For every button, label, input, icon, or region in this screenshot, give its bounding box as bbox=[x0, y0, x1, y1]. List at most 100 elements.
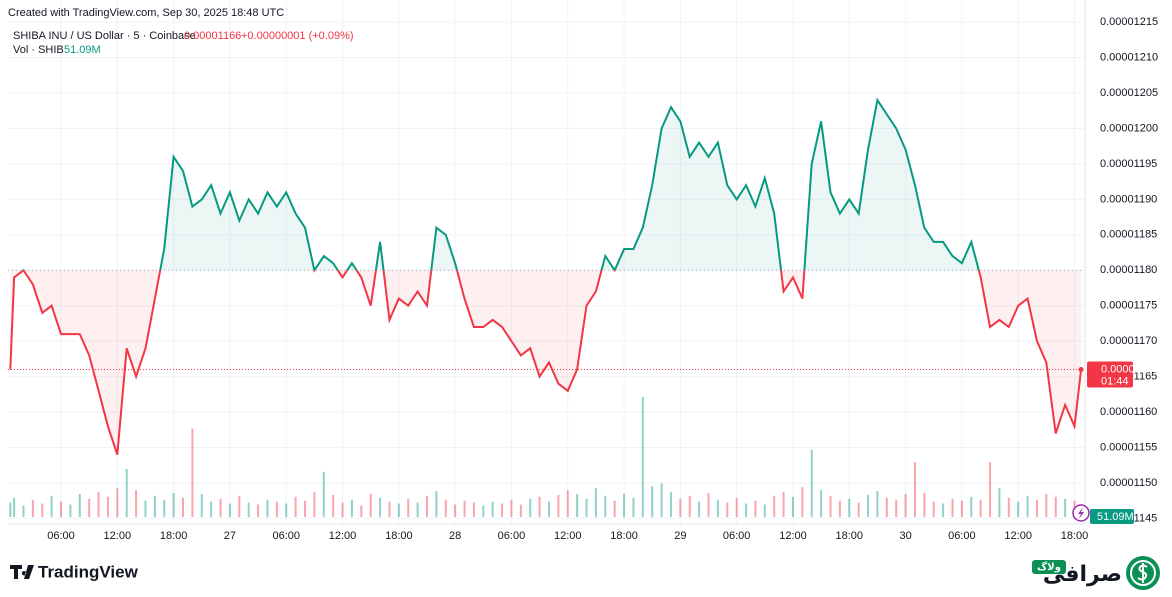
volume-bar bbox=[763, 504, 766, 517]
volume-bar bbox=[200, 493, 203, 517]
volume-bar bbox=[745, 503, 748, 517]
volume-bar bbox=[913, 462, 916, 517]
volume-bar bbox=[669, 492, 672, 517]
volume-bar bbox=[416, 502, 419, 517]
volume-bar bbox=[304, 500, 307, 517]
volume-bar bbox=[1045, 493, 1048, 517]
line-up bbox=[21, 97, 980, 271]
volume-bar bbox=[313, 492, 316, 517]
volume-bar bbox=[876, 491, 879, 517]
volume-bar bbox=[425, 495, 428, 517]
volume-bar bbox=[332, 494, 335, 517]
logo-icon bbox=[10, 565, 34, 579]
watermark-logo: ولاگ صرافی bbox=[1032, 556, 1160, 590]
volume-bar bbox=[707, 493, 710, 517]
x-tick-label: 18:00 bbox=[160, 530, 188, 542]
volume-bar bbox=[660, 483, 663, 517]
x-tick-label: 29 bbox=[674, 530, 686, 542]
volume-bar bbox=[867, 494, 870, 517]
volume-bar bbox=[379, 497, 382, 517]
volume-bar bbox=[369, 493, 372, 517]
grid bbox=[8, 0, 1085, 524]
volume-bar bbox=[998, 488, 1001, 517]
volume-bar bbox=[106, 496, 109, 517]
volume-bar bbox=[144, 500, 147, 517]
volume-bar bbox=[820, 490, 823, 517]
volume-pane bbox=[9, 397, 1083, 517]
volume-bar bbox=[322, 471, 325, 517]
volume-bar bbox=[773, 495, 776, 517]
y-tick-label: 0.00001180 bbox=[1100, 264, 1157, 276]
volume-bar bbox=[350, 499, 353, 517]
volume-legend: Vol · SHIB bbox=[13, 44, 64, 56]
volume-bar bbox=[838, 500, 841, 517]
volume-bar bbox=[88, 498, 91, 517]
volume-bar bbox=[1017, 501, 1020, 517]
volume-bar bbox=[172, 493, 175, 517]
volume-bar bbox=[491, 501, 494, 517]
volume-bar bbox=[247, 502, 250, 517]
volume-bar bbox=[116, 488, 119, 517]
volume-bar bbox=[60, 501, 63, 517]
volume-bar bbox=[210, 501, 213, 517]
volume-bar bbox=[13, 497, 16, 517]
last-point bbox=[1078, 367, 1084, 373]
y-tick-label: 0.00001175 bbox=[1100, 300, 1157, 312]
axes: 0.00001215 0.00001210 0.00001205 0.00001200… bbox=[47, 16, 1158, 542]
volume-badge bbox=[1090, 509, 1134, 524]
area-down bbox=[10, 270, 1082, 455]
volume-bar bbox=[510, 499, 513, 517]
volume-bar bbox=[923, 493, 926, 517]
countdown: 01:44 bbox=[1101, 375, 1129, 387]
volume-bar bbox=[557, 494, 560, 517]
volume-bar bbox=[135, 490, 138, 517]
volume-bar bbox=[266, 499, 269, 517]
y-tick-label: 0.00001185 bbox=[1100, 229, 1157, 241]
volume-bar bbox=[238, 495, 241, 517]
volume-bar bbox=[1007, 497, 1010, 517]
volume-bar bbox=[754, 500, 757, 517]
created-note: Created with TradingView.com, Sep 30, 20… bbox=[8, 7, 284, 19]
watermark-badge: ولاگ bbox=[1037, 560, 1061, 573]
watermark-icon-ring bbox=[1130, 560, 1156, 586]
volume-bar bbox=[726, 502, 729, 517]
x-tick-label: 06:00 bbox=[498, 530, 526, 542]
watermark-badge-bg bbox=[1032, 560, 1066, 574]
volume-bar bbox=[153, 495, 156, 517]
volume-bar bbox=[182, 497, 185, 517]
x-tick-label: 06:00 bbox=[47, 530, 75, 542]
x-tick-label: 18:00 bbox=[836, 530, 864, 542]
volume-bar bbox=[547, 501, 550, 517]
volume-bar bbox=[1064, 498, 1067, 517]
tradingview-logo: TradingView bbox=[10, 562, 139, 581]
volume-bar bbox=[1054, 496, 1057, 517]
y-tick-label: 0.00001150 bbox=[1100, 477, 1157, 489]
area-up bbox=[160, 100, 979, 271]
volume-bar bbox=[932, 501, 935, 517]
volume-bar bbox=[970, 496, 973, 517]
watermark-icon-sign bbox=[1137, 563, 1148, 583]
volume-bar bbox=[989, 462, 992, 517]
volume-bar bbox=[257, 504, 260, 517]
y-tick-label: 0.00001170 bbox=[1100, 335, 1157, 347]
x-tick-label: 06:00 bbox=[272, 530, 300, 542]
x-tick-label: 18:00 bbox=[385, 530, 413, 542]
volume-bar bbox=[848, 498, 851, 517]
volume-bar bbox=[942, 503, 945, 517]
volume-bar bbox=[9, 502, 12, 517]
volume-bar bbox=[1035, 499, 1038, 517]
y-tick-label: 0.00001160 bbox=[1100, 406, 1157, 418]
x-tick-label: 28 bbox=[449, 530, 461, 542]
volume-bar bbox=[904, 493, 907, 517]
volume-bar bbox=[163, 499, 166, 517]
x-tick-label: 12:00 bbox=[104, 530, 132, 542]
x-tick-label: 12:00 bbox=[329, 530, 357, 542]
volume-bar bbox=[585, 498, 588, 517]
y-tick-label: 0.00001210 bbox=[1100, 51, 1158, 63]
volume-bar bbox=[538, 496, 541, 517]
volume-bar bbox=[641, 397, 644, 517]
x-tick-label: 18:00 bbox=[1061, 530, 1089, 542]
volume-bar bbox=[444, 499, 447, 517]
brand: TradingView bbox=[38, 562, 139, 581]
